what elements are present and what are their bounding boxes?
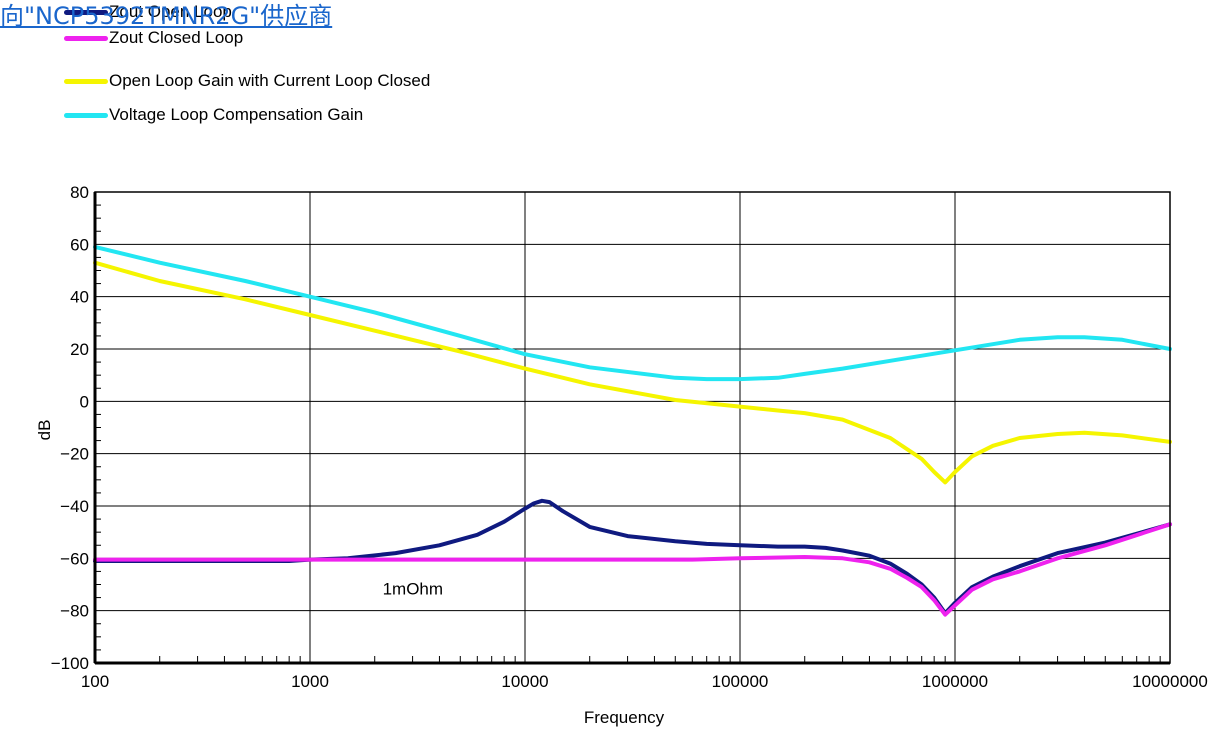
y-tick-label: 40: [70, 288, 89, 307]
x-tick-label: 100: [81, 672, 109, 691]
legend-swatch: [64, 113, 108, 118]
y-tick-label: −60: [60, 549, 89, 568]
grid: [94, 191, 1171, 664]
series-line-2: [93, 260, 1172, 485]
y-tick-label: −20: [60, 445, 89, 464]
x-tick-label: 10000000: [1132, 672, 1208, 691]
legend-swatch: [64, 79, 108, 84]
x-tick-label: 1000: [291, 672, 329, 691]
series-lines: [93, 244, 1172, 617]
legend-swatch: [64, 10, 108, 15]
x-tick-label: 1000000: [922, 672, 988, 691]
y-tick-label: −40: [60, 497, 89, 516]
annotation-label: 1mOhm: [383, 580, 443, 599]
legend-label: Open Loop Gain with Current Loop Closed: [109, 71, 431, 90]
plot-border: [94, 191, 1171, 664]
series-line-1: [93, 522, 1172, 617]
x-axis-label: Frequency: [584, 708, 665, 727]
series-line-0: [93, 498, 1172, 616]
y-tick-label: 20: [70, 340, 89, 359]
legend-label: Zout Open Loop: [109, 2, 232, 21]
series-line-3: [93, 244, 1172, 382]
y-axis-label: dB: [35, 420, 54, 441]
x-tick-label: 100000: [712, 672, 769, 691]
plot-frame: [93, 191, 1171, 665]
y-tick-label: 60: [70, 235, 89, 254]
legend-label: Zout Closed Loop: [109, 28, 244, 47]
x-tick-label: 10000: [501, 672, 548, 691]
legend-label: Voltage Loop Compensation Gain: [109, 105, 364, 124]
y-tick-label: 0: [80, 392, 89, 411]
tick-labels: 100 1000 10000 100000 1000000 10000000 80 60 40 2…: [51, 183, 1208, 691]
legend-swatch: [64, 36, 108, 41]
supplier-link[interactable]: 向"NCP5392TMNR2G"供应商: [0, 2, 333, 30]
y-tick-label: 80: [70, 183, 89, 202]
y-tick-label: −100: [51, 654, 89, 673]
y-tick-label: −80: [60, 602, 89, 621]
